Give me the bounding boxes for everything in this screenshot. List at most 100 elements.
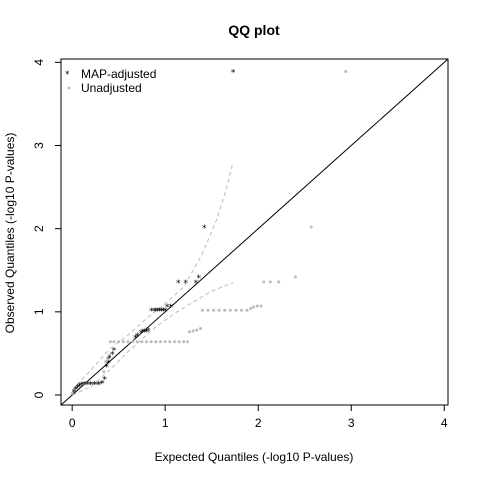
reference-line: [60, 58, 449, 406]
adjusted-point: *: [92, 380, 97, 390]
x-tick-label: 1: [162, 416, 169, 430]
band-lower: [71, 282, 234, 396]
adjusted-point: *: [100, 380, 105, 390]
adjusted-point: *: [133, 334, 138, 344]
unadjusted-point: [154, 340, 158, 344]
plot-frame: [60, 58, 449, 406]
x-tick-label: 2: [255, 416, 262, 430]
unadjusted-point: [108, 340, 112, 344]
unadjusted-point: [195, 328, 199, 332]
adjusted-point: *: [161, 307, 166, 317]
legend-label-unadjusted: Unadjusted: [81, 81, 142, 95]
unadjusted-point: [277, 280, 281, 284]
band-upper: [71, 161, 234, 391]
adjusted-point: *: [96, 380, 101, 390]
adjusted-point: *: [196, 274, 201, 284]
adjusted-point: *: [89, 380, 94, 390]
x-axis-label: Expected Quantiles (-log10 P-values): [155, 450, 354, 464]
unadjusted-point: [259, 304, 263, 308]
unadjusted-point: [217, 308, 221, 312]
unadjusted-point: [249, 307, 253, 310]
unadjusted-point: [121, 340, 125, 344]
adjusted-point: *: [102, 375, 107, 385]
adjusted-point: *: [141, 328, 146, 338]
adjusted-points: ******* * * * ********* ************** ** * ****: [72, 69, 236, 399]
adjusted-point: *: [106, 359, 111, 369]
unadjusted-point: [101, 380, 105, 384]
unadjusted-point: [168, 340, 172, 344]
unadjusted-point: [84, 381, 88, 385]
adjusted-point: *: [135, 332, 140, 342]
unadjusted-point: [212, 308, 216, 312]
unadjusted-point: [126, 340, 130, 344]
legend-marker-adjusted: *: [65, 70, 70, 80]
adjusted-point: *: [74, 385, 79, 395]
y-tick-label: 3: [32, 142, 46, 149]
unadjusted-point: [309, 225, 313, 229]
chart-title: QQ plot: [228, 22, 280, 38]
adjusted-point: *: [107, 355, 112, 365]
y-tick-label: 0: [32, 391, 46, 398]
unadjusted-point: [177, 340, 181, 344]
y-tick-label: 1: [32, 308, 46, 315]
unadjusted-point: [344, 70, 348, 73]
adjusted-point: *: [156, 307, 161, 317]
unadjusted-point: [268, 280, 272, 284]
unadjusted-point: [173, 340, 176, 344]
adjusted-point: *: [159, 307, 164, 317]
unadjusted-point: [135, 340, 139, 344]
legend-marker-unadjusted: [67, 86, 71, 90]
unadjusted-point: [93, 381, 96, 385]
unadjusted-point: [81, 381, 85, 385]
unadjusted-point: [72, 388, 76, 392]
confidence-bands: [71, 161, 234, 396]
unadjusted-point: [228, 308, 232, 312]
adjusted-point: *: [154, 307, 159, 317]
unadjusted-point: [252, 305, 256, 309]
x-axis: 0 1 2 3 4: [69, 405, 448, 430]
x-tick-label: 3: [348, 416, 355, 430]
adjusted-point: *: [77, 382, 82, 392]
unadjusted-point: [145, 340, 149, 344]
unadjusted-point: [245, 308, 249, 312]
unadjusted-point: [131, 340, 135, 344]
legend-label-adjusted: MAP-adjusted: [81, 67, 156, 81]
adjusted-point: *: [152, 307, 157, 317]
adjusted-point: *: [149, 307, 154, 317]
y-axis: 0 1 2 3 4: [32, 59, 61, 398]
adjusted-point: *: [176, 279, 181, 289]
unadjusted-point: [200, 308, 204, 312]
adjusted-point: *: [194, 279, 199, 289]
unadjusted-point: [191, 329, 195, 333]
legend: * MAP-adjusted Unadjusted: [65, 67, 156, 95]
unadjusted-point: [187, 330, 191, 334]
unadjusted-point: [293, 275, 297, 279]
adjusted-point: *: [82, 380, 87, 390]
unadjusted-point: [223, 308, 227, 312]
unadjusted-point: [159, 340, 162, 344]
adjusted-point: *: [79, 381, 84, 391]
x-tick-label: 0: [69, 416, 76, 430]
adjusted-point: *: [72, 389, 77, 399]
adjusted-point: *: [183, 279, 188, 289]
adjusted-point: *: [75, 384, 80, 394]
y-tick-label: 4: [32, 59, 46, 66]
unadjusted-point: [149, 340, 153, 344]
adjusted-point: *: [104, 363, 109, 373]
unadjusted-point: [262, 280, 266, 284]
unadjusted-point: [140, 340, 144, 344]
adjusted-point: *: [110, 350, 115, 360]
unadjusted-point: [199, 327, 202, 330]
unadjusted-point: [106, 356, 109, 360]
unadjusted-point: [163, 340, 167, 344]
unadjusted-point: [206, 308, 210, 312]
unadjusted-point: [95, 381, 99, 385]
adjusted-point: *: [157, 307, 162, 317]
adjusted-point: *: [165, 303, 170, 313]
adjusted-point: *: [112, 346, 117, 356]
adjusted-point: *: [142, 328, 147, 338]
unadjusted-points: [70, 70, 348, 395]
adjusted-point: *: [144, 328, 149, 338]
adjusted-point: *: [139, 329, 144, 339]
